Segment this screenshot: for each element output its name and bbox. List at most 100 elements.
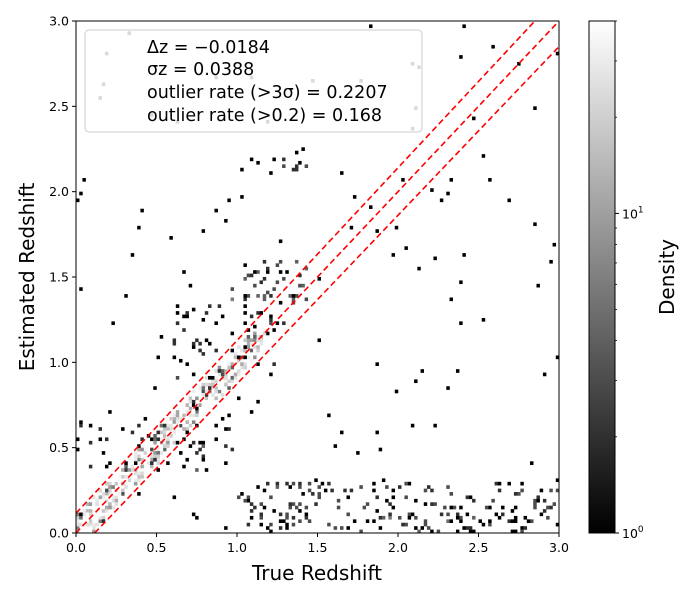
heatmap-cell xyxy=(208,396,212,401)
heatmap-cell xyxy=(391,488,396,493)
heatmap-cell xyxy=(249,348,254,353)
heatmap-cell xyxy=(513,519,518,524)
heatmap-cell xyxy=(269,317,273,322)
heatmap-cell xyxy=(555,478,560,483)
heatmap-cell xyxy=(114,481,119,486)
heatmap-cell xyxy=(175,434,180,438)
heatmap-cell xyxy=(291,522,296,527)
heatmap-cell xyxy=(555,355,560,360)
heatmap-cell xyxy=(92,519,96,524)
heatmap-cell xyxy=(249,273,254,278)
heatmap-cell xyxy=(104,464,109,469)
heatmap-cell xyxy=(153,386,157,390)
heatmap-cell xyxy=(137,468,141,472)
heatmap-cell xyxy=(156,447,160,452)
heatmap-cell xyxy=(108,505,112,510)
heatmap-cell xyxy=(375,229,379,233)
heatmap-cell xyxy=(256,335,260,339)
heatmap-cell xyxy=(249,410,254,414)
heatmap-cell xyxy=(307,481,312,486)
heatmap-cell xyxy=(459,515,463,520)
heatmap-cell xyxy=(259,512,264,517)
y-tick-label: 3.0 xyxy=(49,14,69,29)
heatmap-cell xyxy=(317,277,321,281)
heatmap-cell xyxy=(269,495,273,500)
heatmap-cell xyxy=(301,283,305,288)
heatmap-cell xyxy=(256,338,260,343)
heatmap-cell xyxy=(240,348,244,353)
colorbar: 100 101 Density xyxy=(588,20,679,541)
heatmap-cell xyxy=(243,304,247,308)
heatmap-cell xyxy=(507,198,511,203)
heatmap-cell xyxy=(294,505,299,510)
heatmap-cell xyxy=(175,413,180,418)
heatmap-cell xyxy=(311,492,315,496)
heatmap-cell xyxy=(182,410,186,414)
heatmap-cell xyxy=(117,485,122,489)
y-tick-label: 1.0 xyxy=(49,355,69,370)
heatmap-cell xyxy=(526,519,531,524)
heatmap-cell xyxy=(488,519,492,524)
heatmap-cell xyxy=(523,526,528,530)
heatmap-cell xyxy=(391,495,396,500)
heatmap-cell xyxy=(237,372,241,377)
heatmap-cell xyxy=(291,515,296,520)
heatmap-cell xyxy=(307,488,312,493)
x-axis-ticks: 0.0 0.5 1.0 1.5 2.0 2.5 3.0 xyxy=(66,533,569,555)
heatmap-cell xyxy=(217,389,222,394)
heatmap-cell xyxy=(275,263,280,268)
heatmap-cell xyxy=(497,515,502,520)
heatmap-cell xyxy=(88,423,93,428)
heatmap-cell xyxy=(294,259,299,264)
heatmap-cell xyxy=(121,485,125,489)
heatmap-cell xyxy=(159,423,164,428)
heatmap-cell xyxy=(404,246,408,250)
heatmap-cell xyxy=(233,365,238,370)
heatmap-cell xyxy=(82,526,86,530)
heatmap-cell xyxy=(375,495,379,500)
heatmap-cell xyxy=(98,512,103,517)
heatmap-cell xyxy=(272,157,276,162)
heatmap-cell xyxy=(459,55,463,59)
heatmap-cell xyxy=(269,314,273,319)
heatmap-cell xyxy=(179,413,183,418)
heatmap-cell xyxy=(98,427,103,431)
heatmap-cell xyxy=(407,512,412,517)
heatmap-cell xyxy=(230,447,235,452)
heatmap-cell xyxy=(404,481,408,486)
heatmap-cell xyxy=(549,505,553,510)
heatmap-cell xyxy=(111,321,115,326)
heatmap-cell xyxy=(285,481,289,486)
heatmap-cell xyxy=(282,164,286,169)
heatmap-cell xyxy=(195,515,199,520)
heatmap-cell xyxy=(439,512,444,517)
heatmap-cell xyxy=(327,413,331,418)
heatmap-cell xyxy=(121,468,125,472)
heatmap-cell xyxy=(191,393,196,397)
heatmap-cell xyxy=(88,519,93,524)
heatmap-cell xyxy=(243,362,247,366)
heatmap-cell xyxy=(426,485,431,489)
heatmap-cell xyxy=(282,519,286,524)
heatmap-cell xyxy=(513,492,518,496)
heatmap-cell xyxy=(230,297,235,302)
heatmap-cell xyxy=(76,447,80,452)
heatmap-cell xyxy=(240,167,244,172)
heatmap-cell xyxy=(533,222,537,227)
heatmap-cell xyxy=(114,485,119,489)
heatmap-cell xyxy=(92,526,96,530)
heatmap-cell xyxy=(227,413,231,418)
heatmap-cell xyxy=(217,369,222,373)
heatmap-cell xyxy=(340,526,344,530)
heatmap-cell xyxy=(265,266,270,271)
heatmap-cell xyxy=(201,352,206,356)
heatmap-cell xyxy=(388,515,392,520)
heatmap-cell xyxy=(394,389,399,394)
heatmap-cell xyxy=(533,505,537,510)
heatmap-cell xyxy=(294,294,299,298)
heatmap-cell xyxy=(124,294,128,298)
y-axis-ticks: 0.0 0.5 1.0 1.5 2.0 2.5 3.0 xyxy=(49,14,76,541)
heatmap-cell xyxy=(133,478,138,483)
heatmap-cell xyxy=(523,515,528,520)
heatmap-cell xyxy=(278,526,283,530)
